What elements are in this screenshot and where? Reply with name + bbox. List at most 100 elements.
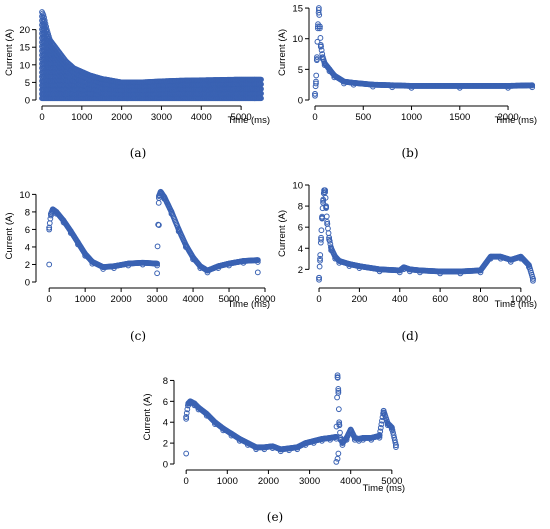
data-point (321, 62, 328, 69)
y-tick-label: 2 (25, 260, 30, 271)
y-tick-label: 0 (163, 460, 168, 471)
data-point (328, 245, 335, 252)
data-point (67, 228, 74, 235)
data-point (331, 72, 338, 79)
y-tick-label: 10 (19, 60, 30, 71)
panel-e: 0 1000 2000 3000 4000 5000 0 2 4 6 8 Time (ms) Curre… (142, 372, 405, 494)
data-point (313, 78, 319, 85)
data-point (226, 262, 232, 269)
data-point (154, 243, 161, 250)
data-point (393, 444, 399, 450)
data-point (236, 437, 243, 444)
data-point (212, 419, 218, 426)
outlier-point (154, 270, 161, 277)
data-point (125, 260, 132, 267)
data-point (393, 442, 399, 449)
data-point (161, 195, 168, 202)
data-point (477, 267, 484, 274)
data-point (336, 258, 343, 264)
data-point (261, 444, 268, 451)
x-tick-label: 5000 (381, 476, 402, 487)
data-point (334, 374, 341, 381)
y-tick-label: 4 (25, 242, 30, 253)
outlier-point (156, 222, 162, 228)
x-tick-label: 2000 (111, 294, 132, 305)
data-point (334, 394, 340, 401)
data-point (175, 228, 182, 235)
data-point (316, 274, 322, 281)
data-point (220, 427, 227, 434)
data-point (530, 277, 536, 284)
data-point (195, 406, 202, 413)
data-point (322, 187, 328, 194)
x-tick-label: 1000 (71, 112, 92, 123)
data-point (341, 78, 347, 85)
data-point (327, 434, 334, 441)
data-point (253, 444, 259, 451)
data-point (328, 247, 335, 254)
data-point (389, 84, 396, 91)
data-points (183, 372, 399, 465)
y-axis-label: Current (A) (4, 213, 15, 260)
data-point (376, 432, 383, 439)
y-tick-label: 5 (298, 65, 303, 76)
x-tick-label: 0 (316, 294, 321, 305)
data-point (75, 241, 81, 248)
data-point (406, 266, 413, 273)
data-point (191, 400, 198, 407)
data-points (312, 5, 536, 99)
data-point (161, 194, 168, 200)
data-point (254, 257, 261, 264)
data-point (40, 12, 47, 18)
data-point (195, 404, 202, 411)
panel-d: 0 200 400 600 800 1000 2 4 6 8 10 Time (ms) Current … (277, 181, 537, 311)
data-point (175, 226, 182, 233)
data-point (347, 428, 354, 435)
data-point (477, 269, 484, 276)
data-point (182, 242, 189, 249)
y-tick-label: 10 (292, 34, 303, 45)
data-point (46, 224, 53, 231)
data-point (269, 445, 276, 452)
data-point (417, 269, 423, 276)
data-point (75, 239, 81, 246)
data-point (100, 266, 107, 272)
data-point (228, 432, 235, 439)
x-tick-label: 0 (39, 112, 44, 123)
data-point (507, 258, 514, 265)
x-tick-label: 600 (432, 294, 448, 305)
data-point (184, 406, 191, 413)
y-tick-label: 4 (298, 244, 303, 255)
data-point (336, 419, 343, 426)
data-point (168, 210, 175, 217)
data-point (316, 276, 322, 283)
data-point (517, 255, 524, 262)
data-point (317, 252, 324, 258)
data-point (319, 437, 325, 444)
data-point (327, 436, 334, 443)
y-tick-label: 0 (298, 96, 303, 107)
data-point (168, 209, 175, 215)
data-point (197, 265, 204, 271)
data-point (322, 189, 328, 196)
data-point (505, 83, 511, 89)
y-axis-label: Current (A) (4, 29, 15, 76)
data-point (312, 92, 318, 99)
data-point (139, 259, 146, 266)
data-point (529, 84, 536, 91)
data-point (334, 372, 341, 379)
y-tick-label: 6 (25, 225, 30, 236)
x-tick-label: 6000 (254, 294, 275, 305)
data-point (244, 440, 251, 447)
data-point (487, 255, 494, 262)
data-point (314, 54, 320, 60)
data-point (314, 56, 320, 62)
data-point (139, 261, 146, 268)
data-point (497, 255, 504, 262)
data-point (82, 251, 89, 257)
data-point (380, 409, 387, 416)
data-point (157, 190, 164, 197)
data-point (530, 275, 536, 282)
data-point (203, 410, 210, 417)
data-point (332, 253, 339, 260)
